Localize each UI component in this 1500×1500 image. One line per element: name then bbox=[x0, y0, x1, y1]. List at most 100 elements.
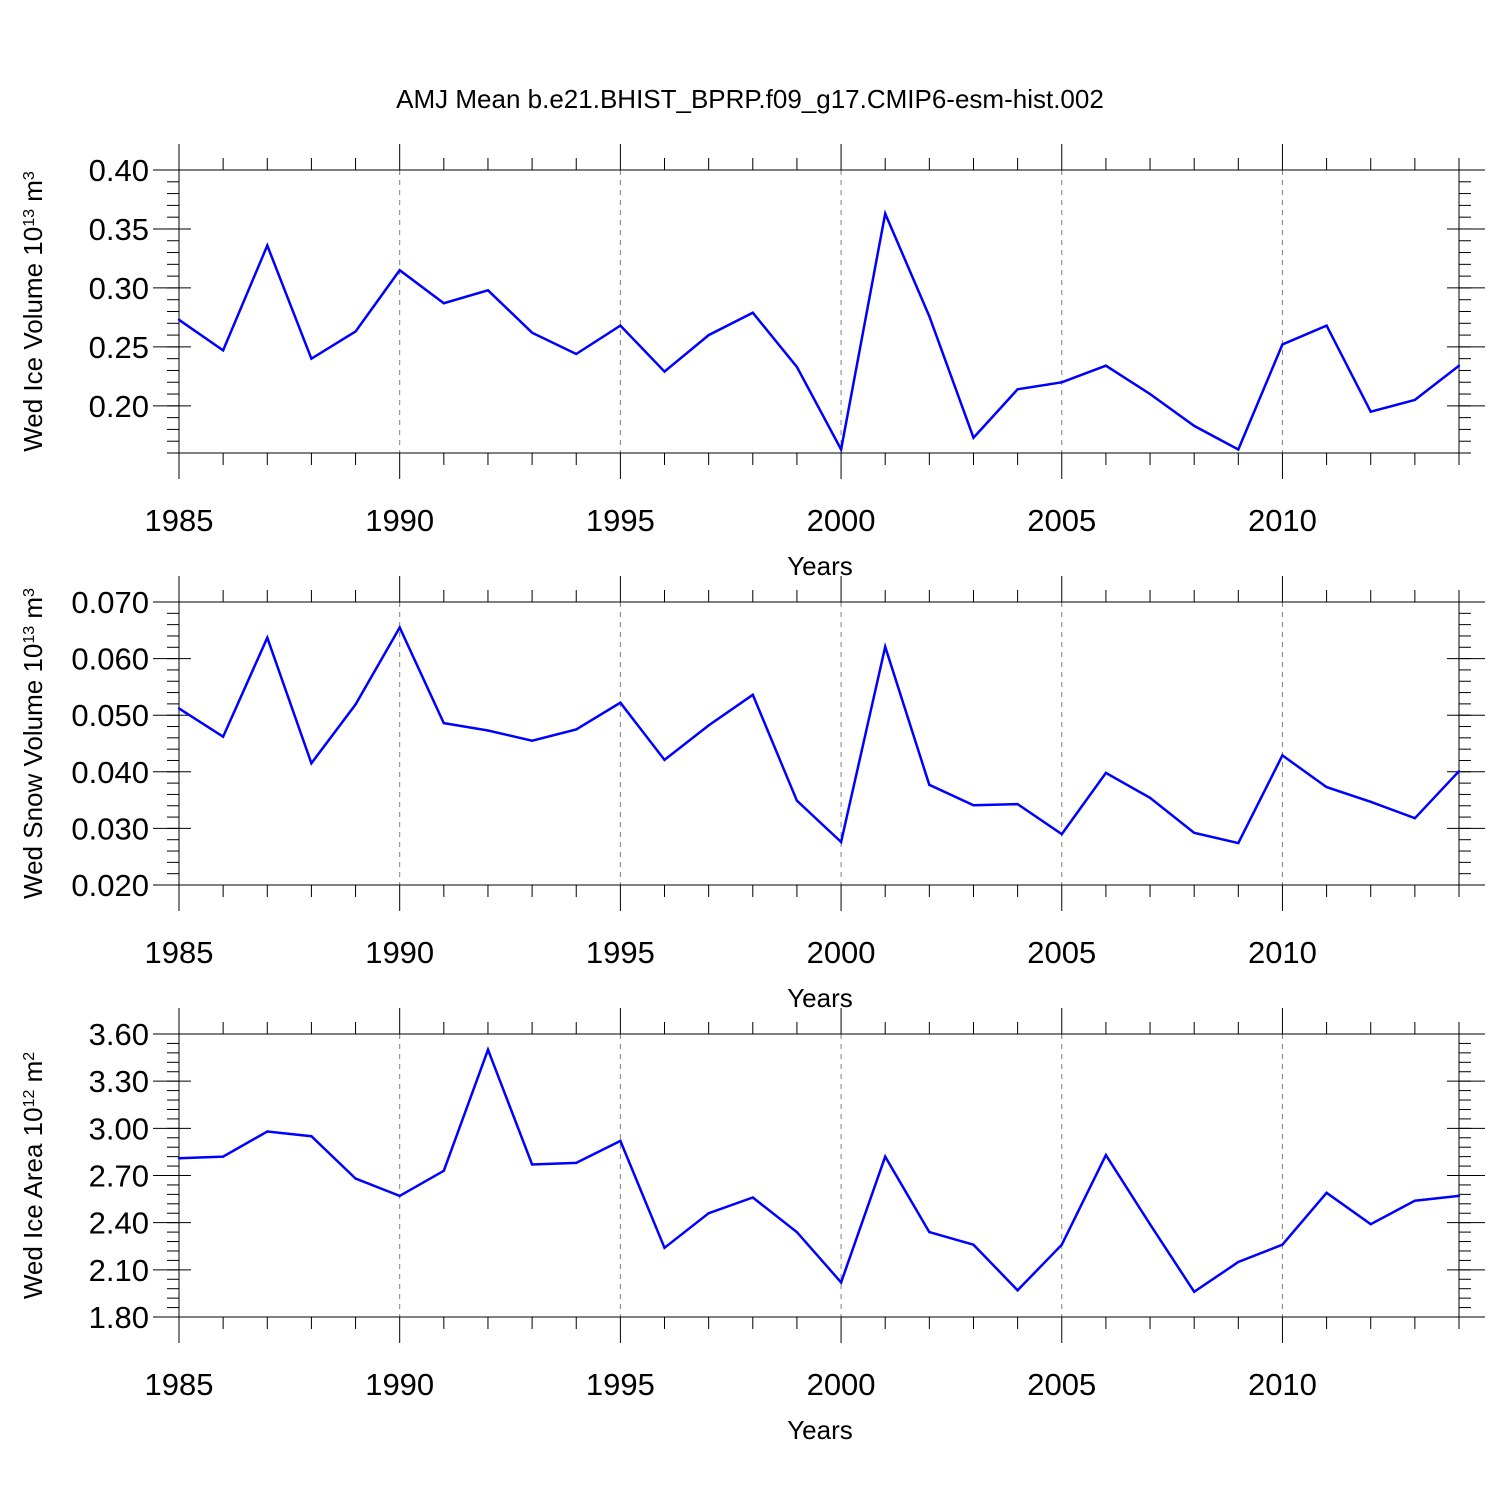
data-point bbox=[1325, 324, 1328, 327]
y-axis-label: Wed Snow Volume 1013 m3 bbox=[18, 588, 48, 899]
data-point bbox=[398, 269, 401, 272]
y-axis-label-part: m bbox=[18, 180, 48, 209]
chart-title: AMJ Mean b.e21.BHIST_BPRP.f09_g17.CMIP6-… bbox=[396, 84, 1104, 114]
data-point bbox=[398, 626, 401, 629]
data-point bbox=[839, 448, 843, 451]
data-point bbox=[1413, 1199, 1417, 1202]
data-point bbox=[1148, 796, 1152, 800]
y-axis-label-superscript: 13 bbox=[21, 209, 38, 227]
x-axis-label: Years bbox=[787, 983, 853, 1013]
x-tick-label: 2005 bbox=[1027, 1367, 1096, 1402]
data-point bbox=[1016, 1289, 1019, 1292]
data-point bbox=[575, 352, 578, 356]
data-point bbox=[751, 693, 754, 697]
data-point bbox=[1325, 1191, 1328, 1194]
y-tick-label: 2.40 bbox=[89, 1206, 149, 1241]
y-axis-label-part: m bbox=[18, 597, 48, 626]
y-tick-label: 0.040 bbox=[71, 755, 149, 790]
data-point bbox=[266, 636, 269, 639]
y-axis-label-superscript: 12 bbox=[21, 1090, 38, 1108]
data-point bbox=[1457, 1194, 1461, 1198]
y-tick-label: 0.030 bbox=[71, 811, 149, 846]
data-point bbox=[663, 370, 666, 373]
data-point bbox=[707, 333, 710, 337]
data-point bbox=[310, 762, 313, 765]
y-axis-label-superscript: 13 bbox=[21, 626, 38, 644]
data-point bbox=[707, 724, 710, 727]
data-point bbox=[795, 799, 799, 802]
x-tick-label: 2010 bbox=[1248, 1367, 1317, 1402]
data-point bbox=[442, 721, 446, 725]
y-axis-label-part: Wed Snow Volume 10 bbox=[18, 644, 48, 899]
data-point bbox=[1237, 448, 1240, 451]
data-point bbox=[442, 302, 446, 305]
y-axis-label-superscript: 2 bbox=[21, 1052, 38, 1061]
data-point bbox=[1413, 398, 1417, 402]
x-tick-label: 1995 bbox=[586, 503, 655, 538]
data-point bbox=[310, 1134, 313, 1138]
x-tick-label: 1990 bbox=[365, 1367, 434, 1402]
data-point bbox=[177, 1157, 181, 1160]
data-point bbox=[530, 331, 534, 334]
y-tick-label: 0.20 bbox=[89, 389, 149, 424]
data-point bbox=[530, 1163, 534, 1166]
data-point bbox=[751, 1196, 754, 1199]
data-point bbox=[1413, 817, 1417, 820]
data-point bbox=[663, 758, 666, 762]
data-point bbox=[354, 1177, 357, 1180]
data-point bbox=[266, 1130, 269, 1133]
data-point bbox=[486, 1048, 490, 1051]
data-point bbox=[928, 315, 931, 318]
y-axis-label: Wed Ice Area 1012 m2 bbox=[18, 1052, 48, 1299]
y-axis-label-superscript: 3 bbox=[21, 588, 38, 597]
y-tick-label: 2.70 bbox=[89, 1159, 149, 1194]
data-point bbox=[1060, 381, 1063, 384]
data-point bbox=[486, 729, 490, 732]
data-point bbox=[221, 349, 225, 352]
data-point bbox=[398, 1194, 401, 1198]
x-tick-label: 2010 bbox=[1248, 935, 1317, 970]
y-tick-label: 0.40 bbox=[89, 153, 149, 188]
data-point bbox=[972, 803, 975, 807]
data-point bbox=[1457, 364, 1461, 367]
data-point bbox=[221, 735, 225, 738]
data-point bbox=[1237, 841, 1240, 845]
data-point bbox=[839, 1281, 843, 1284]
data-point bbox=[1192, 424, 1196, 428]
data-point bbox=[884, 645, 887, 648]
data-point bbox=[1281, 1243, 1284, 1246]
data-point bbox=[1148, 1223, 1152, 1226]
data-point bbox=[795, 365, 799, 369]
plot-frame bbox=[178, 601, 1460, 886]
y-axis-label-part: m bbox=[18, 1061, 48, 1090]
y-tick-label: 3.30 bbox=[89, 1064, 149, 1099]
y-tick-label: 0.050 bbox=[71, 698, 149, 733]
series-line bbox=[178, 624, 1460, 845]
data-point bbox=[530, 739, 534, 742]
plot-frame bbox=[178, 1033, 1460, 1318]
y-axis-label-part: Wed Ice Volume 10 bbox=[18, 227, 48, 452]
data-point bbox=[1148, 392, 1152, 396]
series-line bbox=[178, 209, 1460, 454]
data-point bbox=[575, 1161, 578, 1165]
data-point bbox=[663, 1246, 666, 1250]
x-tick-label: 1995 bbox=[586, 935, 655, 970]
panel-ice-volume: 0.20 0.25 0.30 0.35 0.40 1985 1990 1995 2000 2005… bbox=[18, 144, 1485, 581]
x-tick-label: 2000 bbox=[807, 1367, 876, 1402]
data-point bbox=[795, 1230, 799, 1234]
data-point bbox=[1281, 343, 1284, 346]
x-tick-label: 2000 bbox=[807, 935, 876, 970]
data-point bbox=[1016, 802, 1019, 806]
data-point bbox=[1192, 1290, 1196, 1294]
data-point bbox=[1457, 770, 1461, 773]
y-tick-label: 0.25 bbox=[89, 330, 149, 365]
data-point bbox=[177, 707, 181, 710]
y-tick-label: 0.30 bbox=[89, 271, 149, 306]
data-point bbox=[1104, 364, 1108, 367]
data-point bbox=[1369, 410, 1372, 413]
data-point bbox=[972, 1243, 975, 1246]
data-point bbox=[1104, 1153, 1108, 1157]
x-tick-label: 1990 bbox=[365, 935, 434, 970]
data-point bbox=[839, 840, 843, 844]
y-tick-label: 2.10 bbox=[89, 1253, 149, 1288]
